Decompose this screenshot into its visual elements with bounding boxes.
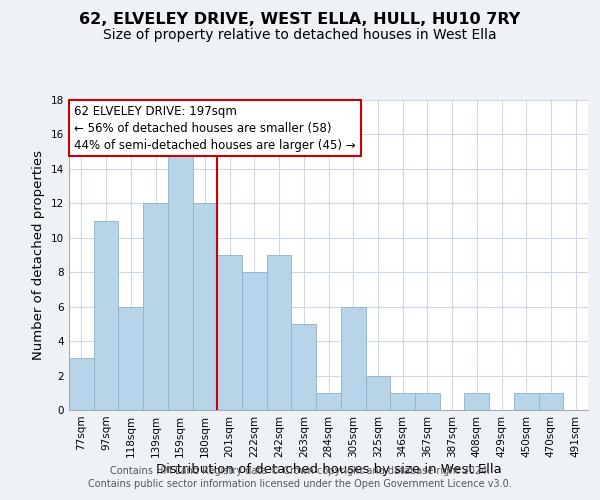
Text: Size of property relative to detached houses in West Ella: Size of property relative to detached ho… bbox=[103, 28, 497, 42]
Bar bbox=[267, 255, 292, 410]
Bar bbox=[292, 324, 316, 410]
Bar bbox=[539, 393, 563, 410]
X-axis label: Distribution of detached houses by size in West Ella: Distribution of detached houses by size … bbox=[155, 462, 502, 475]
Bar bbox=[94, 220, 118, 410]
Bar bbox=[415, 393, 440, 410]
Bar bbox=[316, 393, 341, 410]
Bar bbox=[168, 152, 193, 410]
Bar bbox=[69, 358, 94, 410]
Bar bbox=[217, 255, 242, 410]
Bar bbox=[143, 204, 168, 410]
Bar bbox=[514, 393, 539, 410]
Bar bbox=[242, 272, 267, 410]
Text: Contains HM Land Registry data © Crown copyright and database right 2024.: Contains HM Land Registry data © Crown c… bbox=[110, 466, 490, 476]
Bar bbox=[118, 306, 143, 410]
Bar bbox=[341, 306, 365, 410]
Bar bbox=[464, 393, 489, 410]
Bar bbox=[365, 376, 390, 410]
Y-axis label: Number of detached properties: Number of detached properties bbox=[32, 150, 46, 360]
Text: 62 ELVELEY DRIVE: 197sqm
← 56% of detached houses are smaller (58)
44% of semi-d: 62 ELVELEY DRIVE: 197sqm ← 56% of detach… bbox=[74, 104, 356, 152]
Bar bbox=[193, 204, 217, 410]
Bar bbox=[390, 393, 415, 410]
Text: 62, ELVELEY DRIVE, WEST ELLA, HULL, HU10 7RY: 62, ELVELEY DRIVE, WEST ELLA, HULL, HU10… bbox=[79, 12, 521, 28]
Text: Contains public sector information licensed under the Open Government Licence v3: Contains public sector information licen… bbox=[88, 479, 512, 489]
